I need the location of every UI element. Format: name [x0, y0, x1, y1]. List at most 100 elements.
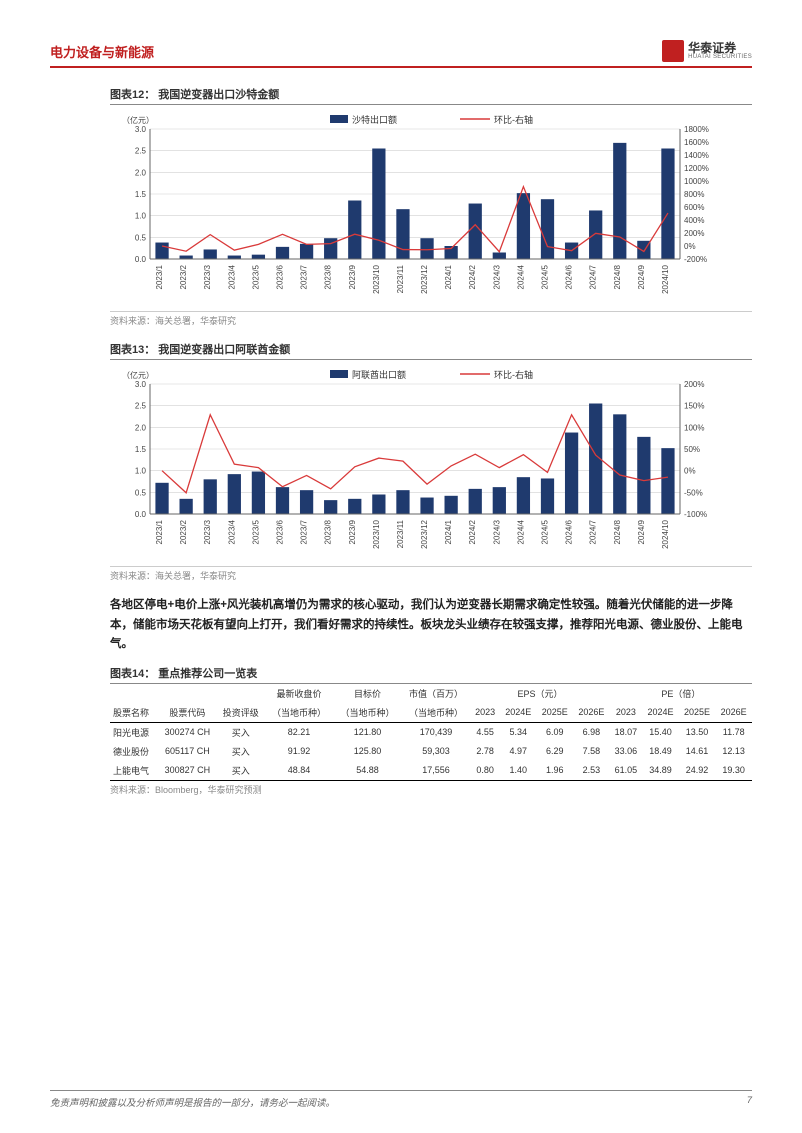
table-cell: 上能电气: [110, 761, 158, 781]
svg-text:2024/4: 2024/4: [516, 264, 525, 289]
brand-logo: 华泰证券 HUATAI SECURITIES: [662, 40, 752, 62]
chart-12-svg: 0.00.51.01.52.02.53.0-200%0%200%400%600%…: [110, 109, 730, 309]
svg-text:2024/9: 2024/9: [637, 519, 646, 544]
chart-13-title: 图表13： 我国逆变器出口阿联酋金额: [110, 341, 752, 360]
section-title: 电力设备与新能源: [50, 42, 154, 61]
table-cell: 2.78: [470, 742, 500, 761]
table-row: 阳光电源300274 CH买入82.21121.80170,4394.555.3…: [110, 722, 752, 742]
svg-text:2023/7: 2023/7: [300, 519, 309, 544]
svg-text:50%: 50%: [684, 445, 700, 454]
chart-13-source: 资料来源：海关总署，华泰研究: [110, 566, 752, 582]
table-cell: 13.50: [679, 722, 716, 742]
chart-12: 图表12： 我国逆变器出口沙特金额 0.00.51.01.52.02.53.0-…: [110, 86, 752, 327]
svg-text:1600%: 1600%: [684, 138, 709, 147]
table-cell: 82.21: [265, 722, 334, 742]
col-pe-group: PE（倍）: [610, 684, 752, 703]
svg-text:（亿元）: （亿元）: [122, 370, 154, 380]
svg-text:0.5: 0.5: [135, 233, 147, 242]
table-cell: 18.07: [610, 722, 643, 742]
svg-text:2024/2: 2024/2: [468, 519, 477, 544]
svg-text:2024/10: 2024/10: [661, 264, 670, 293]
svg-text:2023/3: 2023/3: [203, 519, 212, 544]
col-target-group: 目标价: [333, 684, 402, 703]
table-cell: 48.84: [265, 761, 334, 781]
svg-text:环比-右轴: 环比-右轴: [494, 369, 533, 380]
svg-text:2024/5: 2024/5: [541, 519, 550, 544]
svg-text:2023/10: 2023/10: [372, 519, 381, 548]
th-name: 股票名称: [110, 703, 158, 723]
table-cell: 买入: [217, 722, 265, 742]
table-cell: 19.30: [715, 761, 752, 781]
th-pe-2024e: 2024E: [642, 703, 679, 723]
svg-text:2023/5: 2023/5: [251, 519, 260, 544]
svg-text:2023/6: 2023/6: [276, 264, 285, 289]
table-cell: 2.53: [573, 761, 610, 781]
svg-text:2023/8: 2023/8: [324, 264, 333, 289]
table-cell: 6.29: [537, 742, 574, 761]
table-cell: 12.13: [715, 742, 752, 761]
svg-text:400%: 400%: [684, 216, 704, 225]
svg-text:1.0: 1.0: [135, 212, 147, 221]
svg-text:1400%: 1400%: [684, 151, 709, 160]
svg-text:2023/1: 2023/1: [155, 519, 164, 544]
table-cell: 阳光电源: [110, 722, 158, 742]
table-cell: 300827 CH: [158, 761, 217, 781]
th-mcap: （当地币种）: [402, 703, 471, 723]
table-cell: 33.06: [610, 742, 643, 761]
table-cell: 125.80: [333, 742, 402, 761]
chart-13-svg: 0.00.51.01.52.02.53.0-100%-50%0%50%100%1…: [110, 364, 730, 564]
svg-text:1.0: 1.0: [135, 467, 147, 476]
svg-text:2024/8: 2024/8: [613, 519, 622, 544]
svg-text:2023/9: 2023/9: [348, 519, 357, 544]
svg-text:1200%: 1200%: [684, 164, 709, 173]
svg-text:3.0: 3.0: [135, 125, 147, 134]
th-eps-2023: 2023: [470, 703, 500, 723]
svg-text:200%: 200%: [684, 380, 704, 389]
svg-text:100%: 100%: [684, 423, 704, 432]
table-cell: 6.09: [537, 722, 574, 742]
chart-13: 图表13： 我国逆变器出口阿联酋金额 0.00.51.01.52.02.53.0…: [110, 341, 752, 582]
table-14: 图表14： 重点推荐公司一览表 最新收盘价 目标价 市值（百万） EPS（元） …: [110, 665, 752, 796]
table-cell: 4.55: [470, 722, 500, 742]
table-cell: 18.49: [642, 742, 679, 761]
th-code: 股票代码: [158, 703, 217, 723]
table-cell: 24.92: [679, 761, 716, 781]
logo-en: HUATAI SECURITIES: [688, 54, 752, 60]
svg-text:600%: 600%: [684, 203, 704, 212]
svg-text:2.0: 2.0: [135, 168, 147, 177]
table-cell: 6.98: [573, 722, 610, 742]
svg-text:0%: 0%: [684, 242, 696, 251]
table-cell: 买入: [217, 761, 265, 781]
svg-text:阿联酋出口额: 阿联酋出口额: [352, 369, 406, 380]
svg-text:2023/5: 2023/5: [251, 264, 260, 289]
th-target: （当地币种）: [333, 703, 402, 723]
svg-text:1800%: 1800%: [684, 125, 709, 134]
svg-text:2.5: 2.5: [135, 402, 147, 411]
th-pe-2026e: 2026E: [715, 703, 752, 723]
svg-text:200%: 200%: [684, 229, 704, 238]
table-14-source: 资料来源：Bloomberg，华泰研究预测: [110, 783, 752, 796]
svg-text:2024/6: 2024/6: [565, 264, 574, 289]
svg-text:2024/1: 2024/1: [444, 264, 453, 289]
table-cell: 14.61: [679, 742, 716, 761]
table-cell: 11.78: [715, 722, 752, 742]
table-cell: 1.40: [500, 761, 537, 781]
table-cell: 54.88: [333, 761, 402, 781]
svg-text:2023/11: 2023/11: [396, 264, 405, 293]
table-14-title: 图表14： 重点推荐公司一览表: [110, 665, 752, 684]
svg-text:2.5: 2.5: [135, 147, 147, 156]
svg-text:0%: 0%: [684, 467, 696, 476]
col-eps-group: EPS（元）: [470, 684, 609, 703]
svg-text:（亿元）: （亿元）: [122, 115, 154, 125]
th-eps-2026e: 2026E: [573, 703, 610, 723]
svg-text:2024/9: 2024/9: [637, 264, 646, 289]
svg-text:0.5: 0.5: [135, 488, 147, 497]
svg-text:2023/1: 2023/1: [155, 264, 164, 289]
svg-text:1.5: 1.5: [135, 445, 147, 454]
th-eps-2025e: 2025E: [537, 703, 574, 723]
svg-text:2023/3: 2023/3: [203, 264, 212, 289]
svg-text:2024/1: 2024/1: [444, 519, 453, 544]
table-cell: 15.40: [642, 722, 679, 742]
table-cell: 5.34: [500, 722, 537, 742]
chart-12-source: 资料来源：海关总署，华泰研究: [110, 311, 752, 327]
